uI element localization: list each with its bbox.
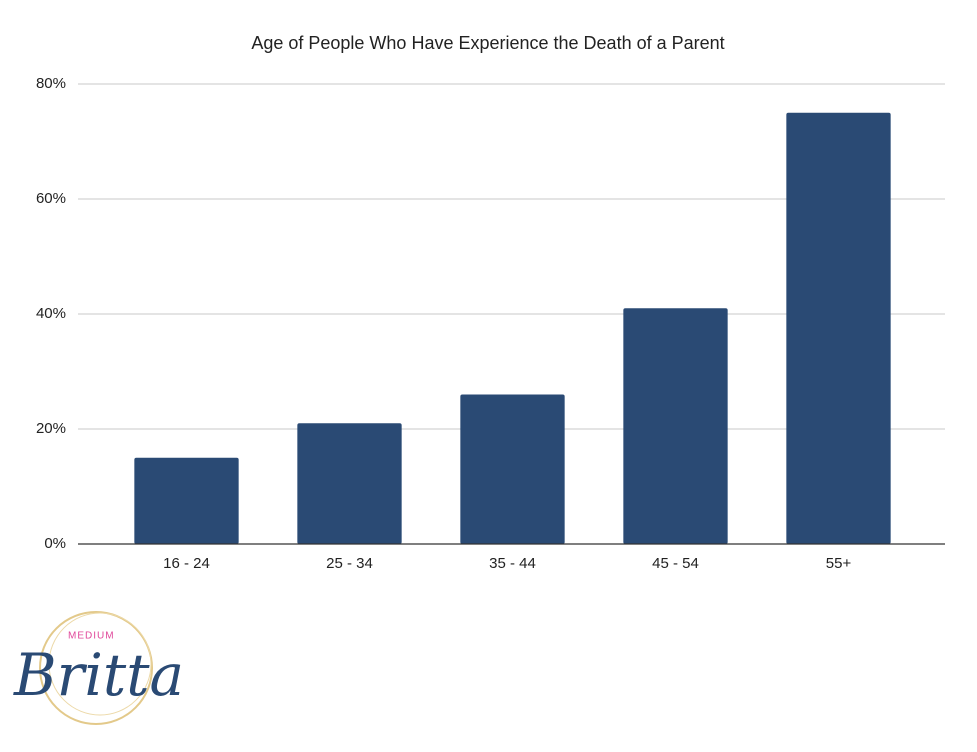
bar bbox=[460, 394, 565, 544]
logo-ring bbox=[39, 611, 153, 725]
bar bbox=[786, 112, 891, 544]
logo-ring bbox=[48, 612, 152, 716]
y-tick-label: 60% bbox=[36, 190, 66, 207]
chart-title: Age of People Who Have Experience the De… bbox=[251, 33, 724, 53]
y-tick-label: 40% bbox=[36, 305, 66, 322]
x-tick-label: 25 - 34 bbox=[326, 555, 373, 572]
logo-name: Britta bbox=[13, 641, 184, 709]
y-tick-label: 0% bbox=[44, 535, 66, 552]
x-tick-label: 45 - 54 bbox=[652, 555, 699, 572]
y-tick-label: 20% bbox=[36, 420, 66, 437]
logo: MEDIUM Britta bbox=[13, 611, 184, 725]
logo-tag: MEDIUM bbox=[68, 631, 115, 642]
x-tick-label: 55+ bbox=[826, 555, 852, 572]
x-tick-label: 35 - 44 bbox=[489, 555, 536, 572]
x-tick-label: 16 - 24 bbox=[163, 555, 210, 572]
bar bbox=[297, 423, 402, 544]
bar bbox=[623, 308, 728, 544]
y-tick-label: 80% bbox=[36, 75, 66, 92]
bar bbox=[134, 457, 239, 544]
